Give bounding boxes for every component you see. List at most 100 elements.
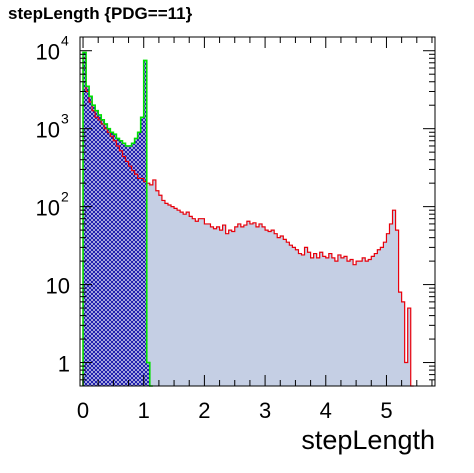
series-1-bin-30 (174, 208, 178, 386)
series-1-bin-54 (246, 221, 250, 386)
series-1-bin-42 (210, 226, 214, 386)
series-1-bin-45 (219, 230, 223, 386)
series-1-bin-73 (304, 247, 308, 386)
x-tick-label: 4 (320, 398, 332, 423)
series-1-bin-40 (204, 223, 208, 386)
series-2-bin-5 (98, 114, 102, 386)
series-1-bin-29 (171, 206, 175, 386)
series-1-bin-90 (356, 261, 360, 386)
y-tick-label-exponent: 4 (61, 33, 69, 49)
series-1-bin-106 (404, 362, 408, 386)
axis-ticks (80, 37, 435, 387)
series-2-bin-3 (92, 105, 96, 386)
series-1-bin-82 (331, 257, 335, 386)
plot-frame (79, 36, 436, 387)
series-1-bin-91 (359, 261, 363, 386)
series-1-bin-76 (313, 253, 317, 386)
series-fills (83, 52, 411, 387)
series-2-bin-1 (86, 86, 90, 386)
x-tick-label: 5 (380, 398, 392, 423)
series-1-bin-38 (198, 218, 202, 386)
series-1-bin-41 (207, 223, 211, 386)
series-1-bin-65 (280, 235, 284, 386)
series-2-bin-20 (143, 60, 147, 387)
series-2-bin-11 (116, 138, 120, 386)
series-1-bin-21 (146, 183, 150, 386)
series-2-bin-12 (119, 140, 123, 386)
x-tick-label: 1 (138, 398, 150, 423)
series-1-bin-50 (234, 226, 238, 386)
x-tick-label: 2 (198, 398, 210, 423)
series-2-bin-6 (101, 119, 105, 387)
series-1-bin-24 (155, 190, 159, 386)
series-1-bin-104 (398, 292, 402, 386)
series-1-bin-78 (319, 252, 323, 386)
series-2-bin-14 (125, 145, 129, 386)
series-1-bin-56 (252, 222, 256, 386)
series-1-bin-47 (225, 233, 229, 386)
series-1-bin-69 (292, 247, 296, 386)
series-2-bin-21 (146, 362, 150, 386)
series-1-bin-25 (158, 195, 162, 386)
series-1-bin-49 (231, 231, 235, 386)
series-1-bin-53 (243, 225, 247, 386)
series-2-bin-16 (131, 143, 135, 386)
y-tick-label: 1 (58, 352, 70, 377)
y-tick-label: 10 (36, 118, 60, 143)
series-1-bin-81 (328, 253, 332, 386)
series-1-bin-39 (201, 218, 205, 386)
series-1-bin-64 (277, 237, 281, 386)
series-1-bin-86 (343, 256, 348, 386)
series-2-bin-10 (113, 134, 117, 386)
series-1-bin-75 (310, 257, 314, 386)
y-tick-label: 10 (36, 196, 60, 221)
series-2-bin-7 (104, 123, 108, 386)
series-1-bin-103 (395, 230, 399, 386)
series-2-bin-18 (137, 132, 141, 386)
x-tick-label: 3 (259, 398, 271, 423)
series-1-bin-62 (271, 230, 275, 386)
series-1-bin-83 (334, 261, 338, 386)
series-1-bin-57 (255, 226, 260, 386)
series-1-bin-105 (401, 301, 405, 386)
series-1-bin-85 (340, 257, 344, 386)
series-2-bin-13 (122, 143, 126, 386)
series-1-bin-63 (274, 233, 278, 386)
x-axis-title: stepLength (301, 425, 435, 455)
series-1-bin-87 (347, 261, 351, 386)
series-1-bin-33 (183, 214, 187, 386)
series-1-bin-60 (265, 230, 269, 386)
series-1-bin-80 (325, 257, 329, 386)
series-1-bin-96 (374, 253, 378, 386)
chart-title: stepLength {PDG==11} (8, 4, 193, 23)
series-1-bin-94 (368, 259, 372, 386)
y-tick-label: 10 (46, 274, 70, 299)
series-2-bin-8 (107, 128, 111, 386)
series-1-bin-31 (177, 210, 181, 386)
y-tick-label-exponent: 2 (61, 189, 69, 205)
series-1-bin-28 (167, 204, 172, 386)
series-1-bin-100 (386, 233, 390, 386)
series-1-bin-70 (295, 249, 299, 386)
series-1-bin-84 (337, 254, 341, 386)
series-1-bin-43 (213, 228, 217, 386)
series-2-bin-0 (83, 52, 87, 386)
series-1-bin-74 (307, 252, 311, 386)
series-1-bin-79 (322, 256, 326, 386)
series-1-bin-34 (186, 212, 190, 386)
series-1-bin-23 (152, 179, 156, 386)
series-1-bin-59 (262, 226, 266, 386)
y-tick-label-exponent: 3 (61, 111, 69, 127)
series-1-bin-99 (383, 242, 387, 386)
series-1-bin-68 (289, 245, 293, 386)
series-1-bin-27 (164, 203, 168, 386)
series-2-bin-2 (89, 96, 93, 386)
y-tick-label: 10 (36, 40, 60, 65)
series-1-bin-51 (237, 223, 241, 386)
series-1-bin-88 (350, 259, 354, 386)
series-1-bin-55 (249, 223, 253, 386)
series-1-outline (82, 57, 414, 387)
series-2-bin-17 (134, 138, 138, 386)
